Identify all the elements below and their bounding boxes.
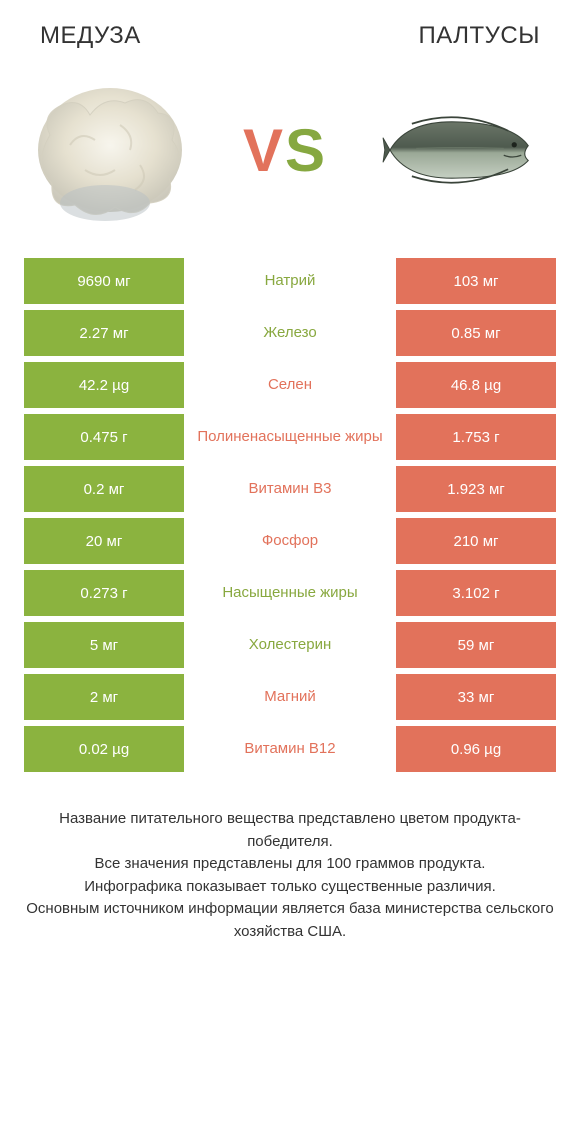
right-value: 0.96 µg bbox=[396, 726, 556, 772]
table-row: 0.2 мгВитамин B31.923 мг bbox=[24, 466, 556, 512]
nutrient-name: Насыщенные жиры bbox=[184, 570, 396, 616]
footer-line: Все значения представлены для 100 граммо… bbox=[20, 853, 560, 876]
vs-s: S bbox=[285, 117, 327, 184]
footer-line: Основным источником информации является … bbox=[20, 898, 560, 943]
left-value: 2 мг bbox=[24, 674, 184, 720]
table-row: 9690 мгНатрий103 мг bbox=[24, 258, 556, 304]
halibut-image bbox=[370, 70, 550, 230]
nutrient-name: Селен bbox=[184, 362, 396, 408]
table-row: 5 мгХолестерин59 мг bbox=[24, 622, 556, 668]
right-value: 46.8 µg bbox=[396, 362, 556, 408]
left-value: 0.02 µg bbox=[24, 726, 184, 772]
table-row: 2.27 мгЖелезо0.85 мг bbox=[24, 310, 556, 356]
nutrient-name: Магний bbox=[184, 674, 396, 720]
nutrition-table: 9690 мгНатрий103 мг 2.27 мгЖелезо0.85 мг 4… bbox=[24, 258, 556, 772]
table-row: 42.2 µgСелен46.8 µg bbox=[24, 362, 556, 408]
right-value: 1.753 г bbox=[396, 414, 556, 460]
jellyfish-image bbox=[20, 70, 200, 230]
footer-line: Название питательного вещества представл… bbox=[20, 808, 560, 853]
nutrient-name: Полиненасыщенные жиры bbox=[184, 414, 396, 460]
right-title: ПАЛТУСЫ bbox=[418, 22, 540, 50]
right-value: 210 мг bbox=[396, 518, 556, 564]
right-value: 0.85 мг bbox=[396, 310, 556, 356]
left-title: МЕДУЗА bbox=[40, 22, 141, 50]
header-row: МЕДУЗА ПАЛТУСЫ bbox=[0, 0, 580, 60]
right-value: 1.923 мг bbox=[396, 466, 556, 512]
right-value: 33 мг bbox=[396, 674, 556, 720]
left-value: 2.27 мг bbox=[24, 310, 184, 356]
vs-label: VS bbox=[243, 116, 327, 185]
nutrient-name: Натрий bbox=[184, 258, 396, 304]
left-value: 20 мг bbox=[24, 518, 184, 564]
nutrient-name: Витамин B12 bbox=[184, 726, 396, 772]
left-value: 5 мг bbox=[24, 622, 184, 668]
left-value: 0.475 г bbox=[24, 414, 184, 460]
left-value: 42.2 µg bbox=[24, 362, 184, 408]
footer-text: Название питательного вещества представл… bbox=[20, 808, 560, 943]
vs-v: V bbox=[243, 117, 285, 184]
table-row: 20 мгФосфор210 мг bbox=[24, 518, 556, 564]
nutrient-name: Холестерин bbox=[184, 622, 396, 668]
nutrient-name: Фосфор bbox=[184, 518, 396, 564]
table-row: 2 мгМагний33 мг bbox=[24, 674, 556, 720]
right-value: 103 мг bbox=[396, 258, 556, 304]
images-row: VS bbox=[0, 60, 580, 250]
left-value: 0.273 г bbox=[24, 570, 184, 616]
right-value: 59 мг bbox=[396, 622, 556, 668]
right-value: 3.102 г bbox=[396, 570, 556, 616]
nutrient-name: Витамин B3 bbox=[184, 466, 396, 512]
footer-line: Инфографика показывает только существенн… bbox=[20, 876, 560, 899]
left-value: 0.2 мг bbox=[24, 466, 184, 512]
table-row: 0.475 гПолиненасыщенные жиры1.753 г bbox=[24, 414, 556, 460]
table-row: 0.02 µgВитамин B120.96 µg bbox=[24, 726, 556, 772]
table-row: 0.273 гНасыщенные жиры3.102 г bbox=[24, 570, 556, 616]
nutrient-name: Железо bbox=[184, 310, 396, 356]
left-value: 9690 мг bbox=[24, 258, 184, 304]
